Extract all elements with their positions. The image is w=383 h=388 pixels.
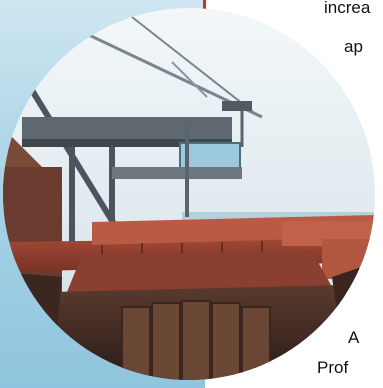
circular-port-photo — [3, 8, 375, 380]
body-text-line: Prof — [317, 358, 349, 377]
body-text-line: ap — [344, 37, 363, 56]
body-text-line: increa — [324, 0, 371, 17]
body-text-line: A — [348, 328, 360, 347]
